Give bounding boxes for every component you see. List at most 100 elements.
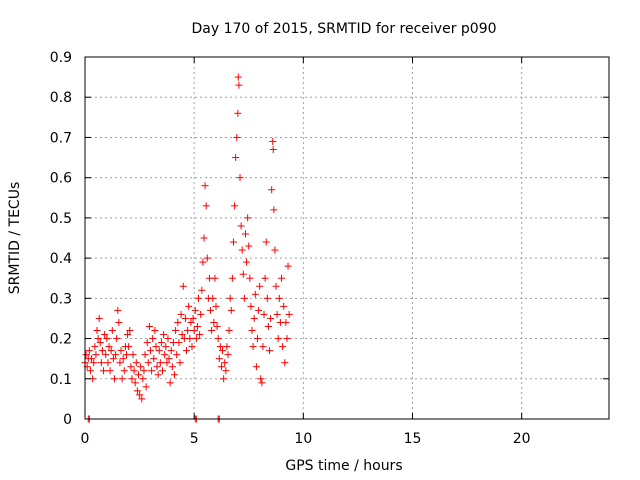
data-point xyxy=(196,331,204,339)
data-point xyxy=(109,355,117,363)
data-point xyxy=(82,351,90,359)
data-point xyxy=(191,306,199,314)
data-point xyxy=(255,306,263,314)
data-point xyxy=(118,375,126,383)
data-point xyxy=(155,347,163,355)
data-point xyxy=(257,375,265,383)
data-point xyxy=(225,327,233,335)
data-point xyxy=(285,310,293,318)
data-point xyxy=(200,234,208,242)
data-point xyxy=(267,314,275,322)
y-tick-label: 0.4 xyxy=(50,251,72,267)
data-point xyxy=(251,290,259,298)
data-point xyxy=(221,359,229,367)
y-tick-label: 0.6 xyxy=(50,171,72,187)
data-point xyxy=(92,351,100,359)
data-point xyxy=(263,294,271,302)
data-point xyxy=(185,302,193,310)
plot-frame xyxy=(84,56,610,420)
data-point xyxy=(259,343,267,351)
data-point xyxy=(203,254,211,262)
data-point xyxy=(198,286,206,294)
data-point xyxy=(183,347,191,355)
data-point xyxy=(138,395,146,403)
data-point xyxy=(124,331,132,339)
data-point xyxy=(209,294,217,302)
data-point xyxy=(88,355,96,363)
data-point xyxy=(151,327,159,335)
data-point xyxy=(223,343,231,351)
tick-labels: 0 0.1 0.2 0.3 0.4 0.5 0.6 0.7 0.8 0.9 0 5 10 15 20 xyxy=(50,50,531,447)
data-point xyxy=(140,367,148,375)
data-point xyxy=(176,359,184,367)
y-tick-label: 0.1 xyxy=(50,372,72,388)
data-point xyxy=(126,327,134,335)
data-point xyxy=(193,322,201,330)
data-point xyxy=(106,367,114,375)
data-point xyxy=(222,367,230,375)
data-point xyxy=(168,363,176,371)
data-point xyxy=(219,347,227,355)
x-tick-label: 15 xyxy=(404,431,422,447)
data-point xyxy=(150,355,158,363)
data-point xyxy=(107,347,115,355)
data-point xyxy=(125,343,133,351)
data-point xyxy=(130,367,138,375)
y-tick-label: 0.3 xyxy=(50,291,72,307)
data-point xyxy=(173,351,181,359)
data-point xyxy=(281,359,289,367)
data-point xyxy=(227,306,235,314)
data-point xyxy=(117,347,125,355)
data-point xyxy=(163,359,171,367)
data-point xyxy=(234,73,242,81)
data-point xyxy=(208,327,216,335)
data-point xyxy=(128,375,136,383)
x-axis-label: GPS time / hours xyxy=(285,458,402,474)
data-point xyxy=(129,351,137,359)
data-point xyxy=(181,314,189,322)
data-point xyxy=(142,383,150,391)
data-point xyxy=(224,351,232,359)
data-point xyxy=(179,282,187,290)
data-point xyxy=(202,202,210,210)
data-point xyxy=(241,230,249,238)
data-point xyxy=(127,363,135,371)
data-point xyxy=(177,310,185,318)
data-point xyxy=(272,282,280,290)
data-point xyxy=(246,274,254,282)
data-point xyxy=(139,375,147,383)
data-point xyxy=(234,109,242,117)
data-point xyxy=(149,335,157,343)
data-point xyxy=(119,355,127,363)
data-point xyxy=(261,274,269,282)
data-point xyxy=(165,355,173,363)
x-tick-label: 20 xyxy=(513,431,531,447)
data-point xyxy=(159,367,167,375)
data-point xyxy=(282,318,290,326)
data-point xyxy=(249,343,257,351)
data-point xyxy=(164,335,172,343)
data-point xyxy=(211,274,219,282)
data-point xyxy=(184,327,192,335)
data-point xyxy=(133,387,141,395)
data-point xyxy=(244,214,252,222)
data-point xyxy=(186,335,194,343)
data-point xyxy=(190,327,198,335)
data-point xyxy=(278,274,285,282)
data-point xyxy=(258,379,266,387)
data-point xyxy=(90,359,98,367)
data-point xyxy=(283,335,291,343)
data-point xyxy=(233,133,241,141)
data-point xyxy=(239,270,247,278)
data-point xyxy=(105,343,113,351)
x-tick-label: 0 xyxy=(81,431,90,447)
data-point xyxy=(195,294,203,302)
data-point xyxy=(86,367,94,375)
data-point xyxy=(175,339,183,347)
data-point xyxy=(265,347,273,355)
y-tick-label: 0.5 xyxy=(50,211,72,227)
data-point xyxy=(236,174,244,182)
data-point xyxy=(94,335,102,343)
data-point xyxy=(189,314,197,322)
data-point xyxy=(273,310,281,318)
